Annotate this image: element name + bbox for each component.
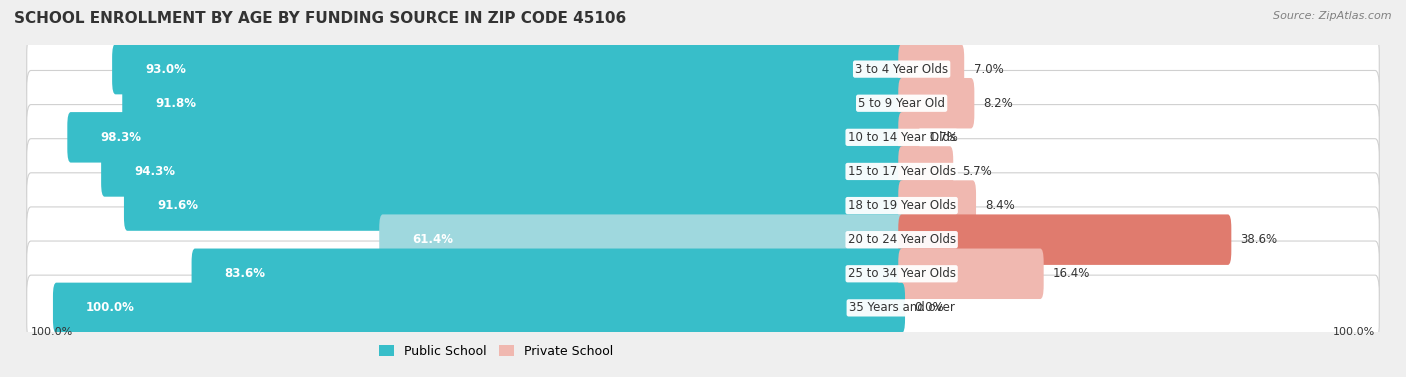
- FancyBboxPatch shape: [898, 215, 1232, 265]
- Text: 8.2%: 8.2%: [984, 97, 1014, 110]
- FancyBboxPatch shape: [27, 70, 1379, 136]
- Text: 3 to 4 Year Olds: 3 to 4 Year Olds: [855, 63, 948, 76]
- Text: 93.0%: 93.0%: [145, 63, 186, 76]
- Text: SCHOOL ENROLLMENT BY AGE BY FUNDING SOURCE IN ZIP CODE 45106: SCHOOL ENROLLMENT BY AGE BY FUNDING SOUR…: [14, 11, 626, 26]
- FancyBboxPatch shape: [898, 78, 974, 129]
- Text: 100.0%: 100.0%: [1333, 328, 1375, 337]
- Text: 15 to 17 Year Olds: 15 to 17 Year Olds: [848, 165, 956, 178]
- Text: 16.4%: 16.4%: [1053, 267, 1090, 280]
- FancyBboxPatch shape: [112, 44, 905, 94]
- Text: 91.6%: 91.6%: [157, 199, 198, 212]
- Text: 100.0%: 100.0%: [31, 328, 73, 337]
- Text: 35 Years and over: 35 Years and over: [849, 301, 955, 314]
- Text: 83.6%: 83.6%: [225, 267, 266, 280]
- Text: 61.4%: 61.4%: [412, 233, 453, 246]
- Text: 1.7%: 1.7%: [929, 131, 959, 144]
- Text: 98.3%: 98.3%: [100, 131, 141, 144]
- Text: 20 to 24 Year Olds: 20 to 24 Year Olds: [848, 233, 956, 246]
- FancyBboxPatch shape: [124, 180, 905, 231]
- Text: 18 to 19 Year Olds: 18 to 19 Year Olds: [848, 199, 956, 212]
- FancyBboxPatch shape: [27, 36, 1379, 102]
- Text: 100.0%: 100.0%: [86, 301, 135, 314]
- Text: 7.0%: 7.0%: [973, 63, 1004, 76]
- FancyBboxPatch shape: [380, 215, 905, 265]
- FancyBboxPatch shape: [27, 173, 1379, 238]
- Text: 5.7%: 5.7%: [963, 165, 993, 178]
- FancyBboxPatch shape: [53, 283, 905, 333]
- Text: 25 to 34 Year Olds: 25 to 34 Year Olds: [848, 267, 956, 280]
- Text: 5 to 9 Year Old: 5 to 9 Year Old: [858, 97, 945, 110]
- Text: 0.0%: 0.0%: [914, 301, 943, 314]
- Text: 8.4%: 8.4%: [986, 199, 1015, 212]
- FancyBboxPatch shape: [191, 248, 905, 299]
- FancyBboxPatch shape: [898, 112, 920, 162]
- FancyBboxPatch shape: [898, 44, 965, 94]
- FancyBboxPatch shape: [101, 146, 905, 197]
- Text: 94.3%: 94.3%: [134, 165, 176, 178]
- FancyBboxPatch shape: [27, 207, 1379, 273]
- Text: Source: ZipAtlas.com: Source: ZipAtlas.com: [1274, 11, 1392, 21]
- FancyBboxPatch shape: [67, 112, 905, 162]
- Text: 91.8%: 91.8%: [155, 97, 197, 110]
- Text: 10 to 14 Year Olds: 10 to 14 Year Olds: [848, 131, 956, 144]
- FancyBboxPatch shape: [898, 248, 1043, 299]
- FancyBboxPatch shape: [27, 241, 1379, 307]
- FancyBboxPatch shape: [898, 146, 953, 197]
- FancyBboxPatch shape: [27, 139, 1379, 204]
- FancyBboxPatch shape: [122, 78, 905, 129]
- FancyBboxPatch shape: [27, 275, 1379, 341]
- FancyBboxPatch shape: [27, 104, 1379, 170]
- Legend: Public School, Private School: Public School, Private School: [374, 340, 619, 363]
- FancyBboxPatch shape: [898, 180, 976, 231]
- Text: 38.6%: 38.6%: [1240, 233, 1278, 246]
